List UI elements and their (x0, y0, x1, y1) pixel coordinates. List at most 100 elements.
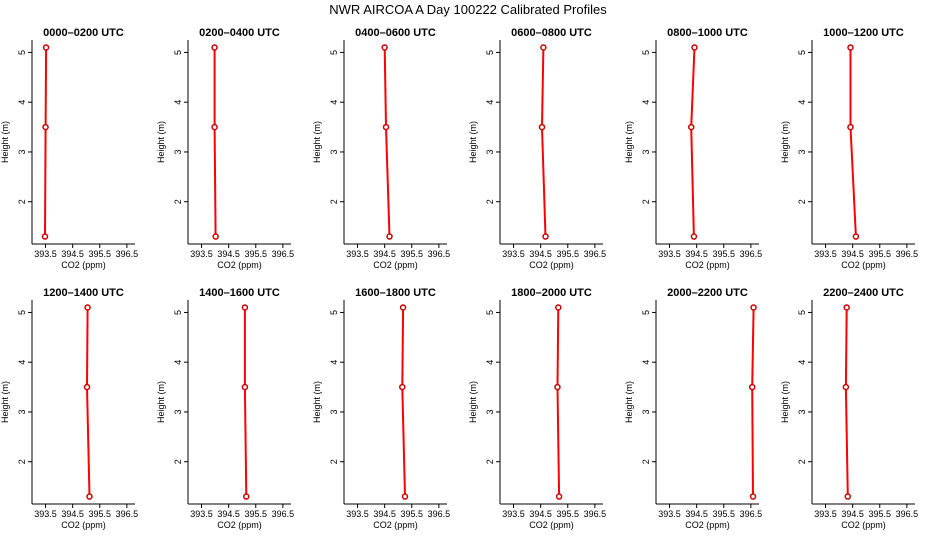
x-tick-label: 395.5 (400, 249, 423, 259)
profile-line (844, 307, 849, 497)
panel-grid: 0000–0200 UTC 393.5 394.5 395.5 396.5 2 3 4 5 CO2… (0, 27, 918, 530)
y-tick-label: 5 (17, 310, 27, 315)
x-tick-label: 393.5 (346, 249, 369, 259)
data-point (42, 123, 49, 131)
y-tick-label: 3 (329, 409, 339, 414)
x-tick-label: 396.5 (584, 509, 607, 519)
data-point (399, 304, 407, 311)
data-point (748, 383, 756, 391)
panel-title: 0000–0200 UTC (43, 27, 124, 39)
panel-title: 0600–0800 UTC (511, 27, 592, 39)
y-axis-label: Height (m) (780, 121, 790, 163)
profile-line (849, 47, 857, 237)
y-tick-label: 5 (797, 310, 807, 315)
data-point (241, 383, 249, 391)
y-axis-label: Height (m) (468, 121, 478, 163)
profile-line (401, 307, 406, 497)
y-tick-label: 4 (173, 100, 183, 105)
data-point (243, 493, 250, 500)
x-tick-label: 394.5 (61, 249, 84, 259)
y-axis-label: Height (m) (0, 381, 10, 423)
x-tick-label: 393.5 (190, 509, 213, 519)
x-tick-label: 396.5 (896, 249, 919, 259)
x-tick-label: 393.5 (502, 249, 525, 259)
data-point (690, 233, 698, 240)
x-tick-label: 395.5 (556, 249, 579, 259)
data-point (83, 383, 91, 391)
x-axis-label: CO2 (ppm) (373, 260, 418, 270)
data-point (847, 123, 854, 131)
y-tick-label: 2 (641, 459, 651, 464)
data-point (750, 304, 757, 311)
panel: 1600–1800 UTC 393.5 394.5 395.5 396.5 2 3 4 5 CO2… (312, 287, 450, 530)
panel-title: 1200–1400 UTC (43, 287, 124, 299)
y-tick-label: 2 (17, 459, 27, 464)
x-tick-label: 395.5 (244, 509, 267, 519)
panel-title: 0200–0400 UTC (199, 27, 280, 39)
x-tick-label: 396.5 (116, 249, 139, 259)
y-axis-label: Height (m) (156, 121, 166, 163)
y-tick-label: 3 (17, 149, 27, 154)
y-tick-label: 3 (17, 409, 27, 414)
x-tick-label: 395.5 (712, 249, 735, 259)
data-point (386, 233, 393, 240)
data-point (847, 44, 854, 51)
x-tick-label: 394.5 (217, 509, 240, 519)
x-tick-label: 393.5 (658, 509, 681, 519)
data-point (211, 123, 218, 131)
data-point (382, 123, 390, 131)
data-point (42, 44, 50, 51)
x-tick-label: 393.5 (34, 249, 57, 259)
data-point (554, 383, 561, 391)
data-point (542, 233, 549, 240)
data-point (687, 123, 695, 131)
data-point (852, 233, 860, 240)
profile-line (213, 47, 217, 237)
panel: 0800–1000 UTC 393.5 394.5 395.5 396.5 2 3 4 5 CO2… (624, 27, 762, 270)
data-point (41, 233, 49, 240)
x-tick-label: 396.5 (272, 249, 295, 259)
x-axis-label: CO2 (ppm) (217, 520, 262, 530)
y-tick-label: 2 (641, 199, 651, 204)
y-axis-label: Height (m) (468, 381, 478, 423)
panel-title: 1400–1600 UTC (199, 287, 280, 299)
x-tick-label: 395.5 (400, 509, 423, 519)
y-tick-label: 5 (173, 50, 183, 55)
y-tick-label: 3 (797, 149, 807, 154)
y-tick-label: 2 (17, 199, 27, 204)
profile-line (85, 307, 91, 497)
y-tick-label: 5 (641, 310, 651, 315)
data-point (555, 493, 563, 500)
x-tick-label: 393.5 (190, 249, 213, 259)
y-tick-label: 2 (173, 459, 183, 464)
y-axis-label: Height (m) (0, 121, 10, 163)
y-tick-label: 3 (173, 149, 183, 154)
panel: 1200–1400 UTC 393.5 394.5 395.5 396.5 2 3 4 5 CO2… (0, 287, 138, 530)
data-point (691, 44, 698, 51)
panel: 0400–0600 UTC 393.5 394.5 395.5 396.5 2 3 4 5 CO2… (312, 27, 450, 270)
x-tick-label: 394.5 (529, 509, 552, 519)
x-axis-label: CO2 (ppm) (217, 260, 262, 270)
x-tick-label: 395.5 (712, 509, 735, 519)
x-axis-label: CO2 (ppm) (61, 520, 106, 530)
y-tick-label: 5 (17, 50, 27, 55)
data-point (381, 44, 388, 51)
y-tick-label: 5 (641, 50, 651, 55)
x-tick-label: 393.5 (814, 249, 837, 259)
y-tick-label: 2 (797, 459, 807, 464)
x-axis-label: CO2 (ppm) (685, 520, 730, 530)
profile-line (44, 47, 48, 237)
profile-line (243, 307, 248, 497)
data-point (84, 304, 91, 311)
panel-title: 1000–1200 UTC (823, 27, 904, 39)
profile-line (690, 47, 696, 237)
x-axis-label: CO2 (ppm) (373, 520, 418, 530)
y-tick-label: 2 (329, 459, 339, 464)
panel: 1800–2000 UTC 393.5 394.5 395.5 396.5 2 3 4 5 CO2… (468, 287, 606, 530)
profile-line (751, 307, 755, 497)
x-axis-label: CO2 (ppm) (529, 260, 574, 270)
y-axis-label: Height (m) (780, 381, 790, 423)
x-tick-label: 396.5 (740, 249, 763, 259)
y-axis-label: Height (m) (312, 381, 322, 423)
